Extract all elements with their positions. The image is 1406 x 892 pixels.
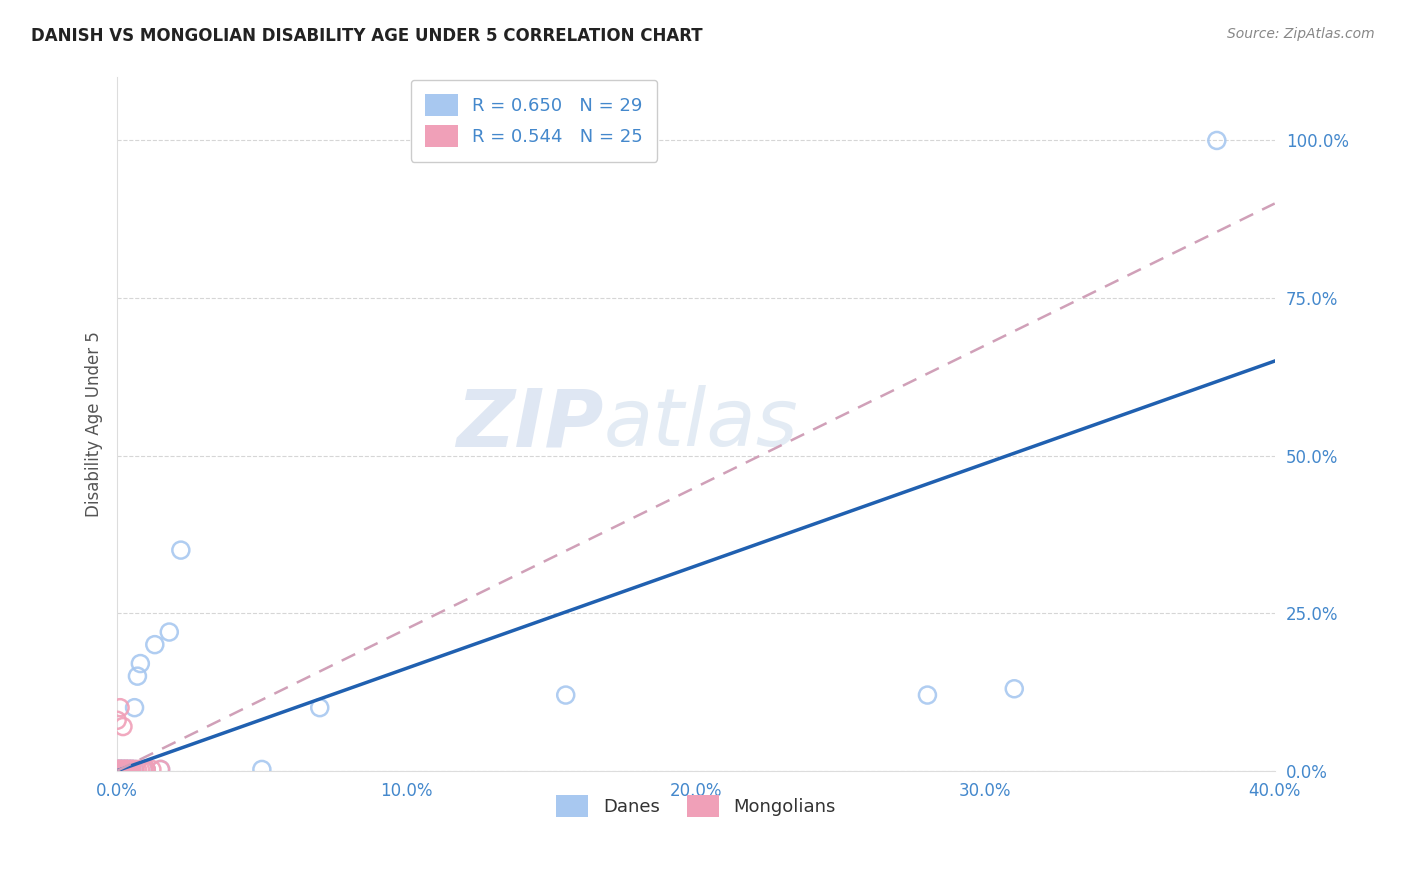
Point [124, 763, 146, 777]
Point [111, 763, 134, 777]
Point [157, 625, 180, 640]
Point [108, 763, 131, 777]
Legend: Danes, Mongolians: Danes, Mongolians [548, 788, 844, 824]
Point [121, 763, 143, 777]
Point [111, 763, 134, 777]
Y-axis label: Disability Age Under 5: Disability Age Under 5 [86, 331, 103, 517]
Point [111, 763, 134, 777]
Point [1002, 681, 1025, 696]
Point [108, 700, 131, 714]
Point [121, 763, 143, 777]
Point [124, 700, 146, 714]
Point [127, 763, 149, 777]
Point [108, 763, 131, 777]
Point [115, 763, 138, 777]
Point [250, 763, 273, 777]
Point [1205, 133, 1227, 147]
Point [135, 763, 157, 777]
Point [115, 763, 138, 777]
Point [105, 763, 128, 777]
Point [115, 763, 138, 777]
Point [127, 669, 149, 683]
Text: Source: ZipAtlas.com: Source: ZipAtlas.com [1227, 27, 1375, 41]
Text: DANISH VS MONGOLIAN DISABILITY AGE UNDER 5 CORRELATION CHART: DANISH VS MONGOLIAN DISABILITY AGE UNDER… [31, 27, 703, 45]
Point [105, 763, 128, 777]
Point [135, 763, 157, 777]
Point [129, 657, 152, 671]
Point [105, 763, 128, 777]
Point [124, 763, 146, 777]
Point [111, 763, 134, 777]
Text: atlas: atlas [603, 385, 799, 463]
Point [135, 763, 157, 777]
Point [917, 688, 939, 702]
Point [118, 763, 141, 777]
Point [108, 763, 131, 777]
Point [111, 720, 134, 734]
Point [108, 763, 131, 777]
Text: ZIP: ZIP [456, 385, 603, 463]
Point [129, 763, 152, 777]
Point [132, 763, 155, 777]
Point [118, 763, 141, 777]
Point [108, 763, 131, 777]
Point [118, 763, 141, 777]
Point [141, 763, 163, 777]
Point [132, 763, 155, 777]
Point [149, 763, 172, 777]
Point [115, 763, 138, 777]
Point [308, 700, 330, 714]
Point [115, 763, 138, 777]
Point [108, 763, 131, 777]
Point [170, 543, 193, 558]
Point [118, 763, 141, 777]
Point [111, 763, 134, 777]
Point [105, 713, 128, 727]
Point [149, 763, 172, 777]
Point [121, 763, 143, 777]
Point [121, 763, 143, 777]
Point [554, 688, 576, 702]
Point [143, 638, 166, 652]
